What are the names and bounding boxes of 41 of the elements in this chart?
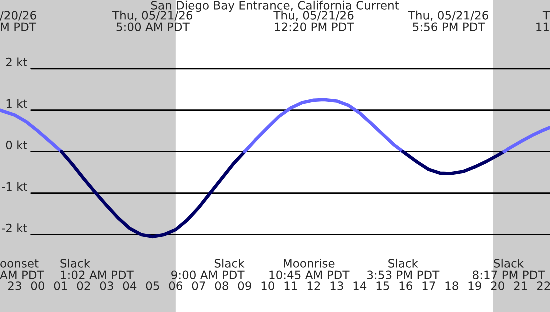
chart-title: San Diego Bay Entrance, California Current [151, 0, 400, 12]
x-tick-label: 03 [100, 282, 114, 290]
x-tick-label: 13 [330, 282, 344, 290]
annotation: Moonrise 10:45 AM PDT [270, 258, 350, 280]
x-tick-label: 08 [215, 282, 228, 290]
x-tick-label: 19 [468, 282, 482, 290]
x-tick-label: 04 [123, 282, 137, 290]
x-tick-label: 14 [354, 282, 367, 290]
annotation: Slack 9:00 AM PDT [172, 258, 245, 280]
annotation: oonset AM PDT [0, 260, 44, 280]
x-tick-label: 02 [77, 282, 90, 290]
x-tick-label: 05 [146, 282, 160, 290]
x-tick-label: 21 [514, 282, 528, 290]
x-tick-label: 16 [400, 282, 412, 290]
y-tick-label: 0 kt [6, 140, 28, 150]
x-tick-label: 00 [31, 282, 45, 290]
x-tick-label: 10 [262, 282, 274, 290]
x-tick-label: 01 [54, 282, 68, 290]
x-tick-label: 18 [446, 282, 458, 290]
annotation: Thu, 05/21/26 12:20 PM PDT [274, 10, 354, 32]
annotation: /20/26 M PDT [0, 11, 37, 32]
annotation: Slack 8:17 PM PDT [473, 258, 546, 280]
x-tick-label: 12 [308, 282, 320, 290]
x-tick-label: 23 [8, 282, 22, 290]
x-tick-label: 20 [491, 282, 504, 290]
x-tick-label: 17 [422, 282, 436, 290]
annotation: T 11 [536, 11, 550, 32]
y-tick-label: 1 kt [6, 99, 28, 108]
x-tick-label: 07 [192, 282, 206, 290]
x-tick-label: 15 [376, 282, 390, 290]
y-tick-label: -1 kt [2, 182, 28, 191]
annotation: Thu, 05/21/26 5:56 PM PDT [408, 10, 488, 32]
annotation: Slack 1:02 AM PDT [60, 258, 134, 280]
annotation: Slack 3:53 PM PDT [368, 258, 440, 280]
x-tick-label: 22 [537, 282, 550, 290]
x-tick-label: 06 [169, 282, 183, 290]
annotation: Thu, 05/21/26 5:00 AM PDT [112, 10, 193, 32]
x-tick-label: 11 [284, 282, 298, 290]
y-tick-label: -2 kt [2, 224, 28, 232]
y-tick-label: 2 kt [6, 58, 28, 66]
x-tick-label: 09 [238, 282, 252, 290]
